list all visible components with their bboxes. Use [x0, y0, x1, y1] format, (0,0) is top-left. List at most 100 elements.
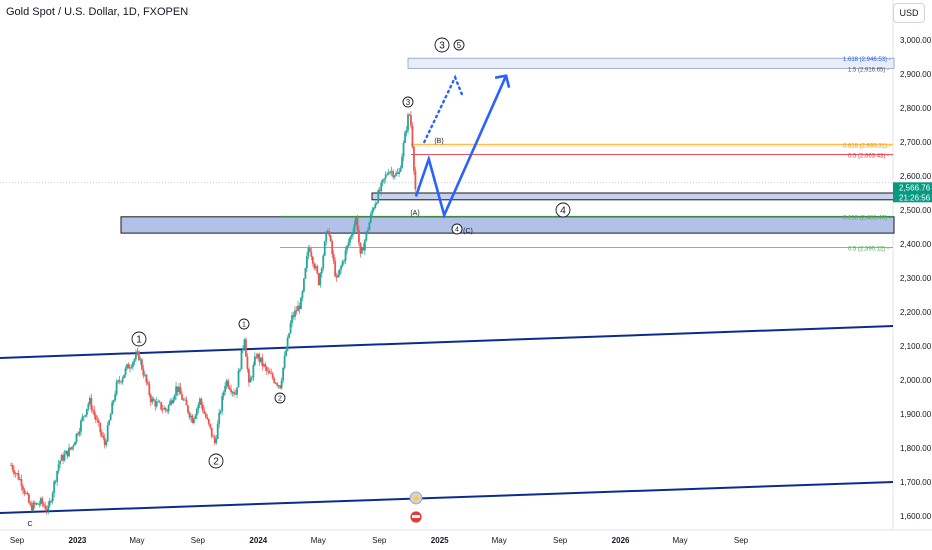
- candle-body: [68, 447, 70, 457]
- candle-body: [252, 364, 255, 378]
- candle-body: [334, 260, 337, 277]
- candle-body: [173, 395, 176, 400]
- candle-body: [317, 273, 320, 285]
- candle-body: [233, 391, 235, 395]
- candle-body: [300, 298, 302, 310]
- candle-body: [29, 502, 32, 505]
- y-tick-label: 2,600.00: [900, 172, 932, 181]
- y-tick-label: 2,700.00: [900, 138, 932, 147]
- candle-body: [20, 478, 23, 487]
- x-tick-label: May: [492, 536, 507, 545]
- candle-body: [231, 391, 234, 393]
- candle-body: [224, 386, 227, 393]
- candle-body: [237, 370, 240, 388]
- candle-body: [91, 409, 94, 411]
- candle-body: [225, 380, 228, 387]
- x-tick-label: Sep: [191, 536, 206, 545]
- candle-body: [363, 240, 366, 251]
- candle-body: [142, 368, 145, 376]
- candle-body: [39, 498, 42, 505]
- candle-body: [135, 353, 137, 360]
- wave-label: (A): [410, 210, 419, 217]
- candle-body: [236, 387, 238, 395]
- candle-body: [378, 190, 381, 192]
- current-price-countdown: 21:26:56: [899, 193, 931, 202]
- candle-body: [326, 231, 329, 232]
- forecast-path: [414, 75, 508, 219]
- candle-body: [66, 450, 69, 457]
- candle-body: [369, 213, 372, 223]
- candle-body: [169, 400, 172, 406]
- x-tick-label: Sep: [372, 536, 387, 545]
- candle-body: [191, 415, 194, 424]
- y-tick-label: 1,700.00: [900, 478, 932, 487]
- y-tick-label: 2,300.00: [900, 274, 932, 283]
- candle-body: [158, 401, 161, 403]
- candle-body: [262, 364, 265, 367]
- candle-body: [10, 465, 12, 466]
- current-price-value: 2,566.76: [899, 183, 931, 192]
- candle-body: [62, 455, 64, 461]
- candle-body: [216, 423, 219, 439]
- candle-body: [121, 378, 124, 383]
- candle-body: [381, 179, 384, 183]
- candle-body: [395, 172, 397, 176]
- wave-label: C: [27, 521, 32, 528]
- wave-label-text: 1: [136, 335, 142, 346]
- y-tick-label: 3,000.00: [900, 36, 932, 45]
- candle-body: [384, 174, 387, 179]
- x-tick-label: 2025: [431, 536, 449, 545]
- candle-body: [126, 364, 128, 369]
- candle-body: [181, 394, 183, 400]
- candle-body: [60, 455, 63, 461]
- candle-body: [56, 470, 59, 482]
- wave-label: [451, 223, 463, 235]
- candle-body: [350, 234, 353, 238]
- candle-body: [27, 494, 30, 503]
- x-tick-label: 2024: [249, 536, 267, 545]
- currency-button[interactable]: USD: [893, 3, 925, 23]
- candle-body: [286, 337, 289, 351]
- x-tick-label: May: [129, 536, 144, 545]
- candle-body: [307, 248, 310, 257]
- candle-body: [57, 464, 60, 471]
- candle-body: [352, 231, 354, 235]
- candle-body: [304, 268, 307, 279]
- candle-body: [154, 400, 157, 407]
- candle-body: [182, 399, 185, 401]
- candle-body: [310, 251, 313, 257]
- candle-body: [413, 146, 415, 171]
- candle-body: [228, 387, 231, 390]
- candle-body: [271, 373, 274, 379]
- candle-body: [13, 469, 15, 474]
- candle-body: [380, 182, 383, 192]
- candle-body: [347, 242, 350, 246]
- candle-body: [374, 204, 377, 208]
- wave-label-text: 4: [560, 206, 566, 217]
- x-tick-label: May: [672, 536, 687, 545]
- candle-body: [259, 357, 262, 362]
- candle-body: [25, 493, 27, 494]
- candle-body: [188, 412, 191, 418]
- candle-body: [280, 380, 283, 389]
- candle-body: [85, 408, 88, 415]
- candle-body: [114, 394, 117, 401]
- wave-label: [131, 331, 147, 347]
- candle-body: [240, 350, 243, 370]
- lightning-event-icon: [409, 491, 423, 505]
- candle-body: [132, 362, 134, 367]
- candle-body: [230, 389, 232, 393]
- candle-body: [108, 420, 111, 425]
- candle-body: [303, 278, 305, 292]
- candle-body: [111, 402, 114, 415]
- candle-body: [253, 356, 256, 365]
- candle-body: [75, 433, 78, 443]
- candle-body: [193, 418, 195, 424]
- y-tick-label: 2,000.00: [900, 376, 932, 385]
- candle-body: [161, 409, 164, 411]
- fib-label: 0.618 (2,693.31) -: [843, 143, 891, 149]
- candle-body: [207, 418, 210, 424]
- candle-body: [311, 256, 314, 264]
- candle-body: [59, 460, 62, 465]
